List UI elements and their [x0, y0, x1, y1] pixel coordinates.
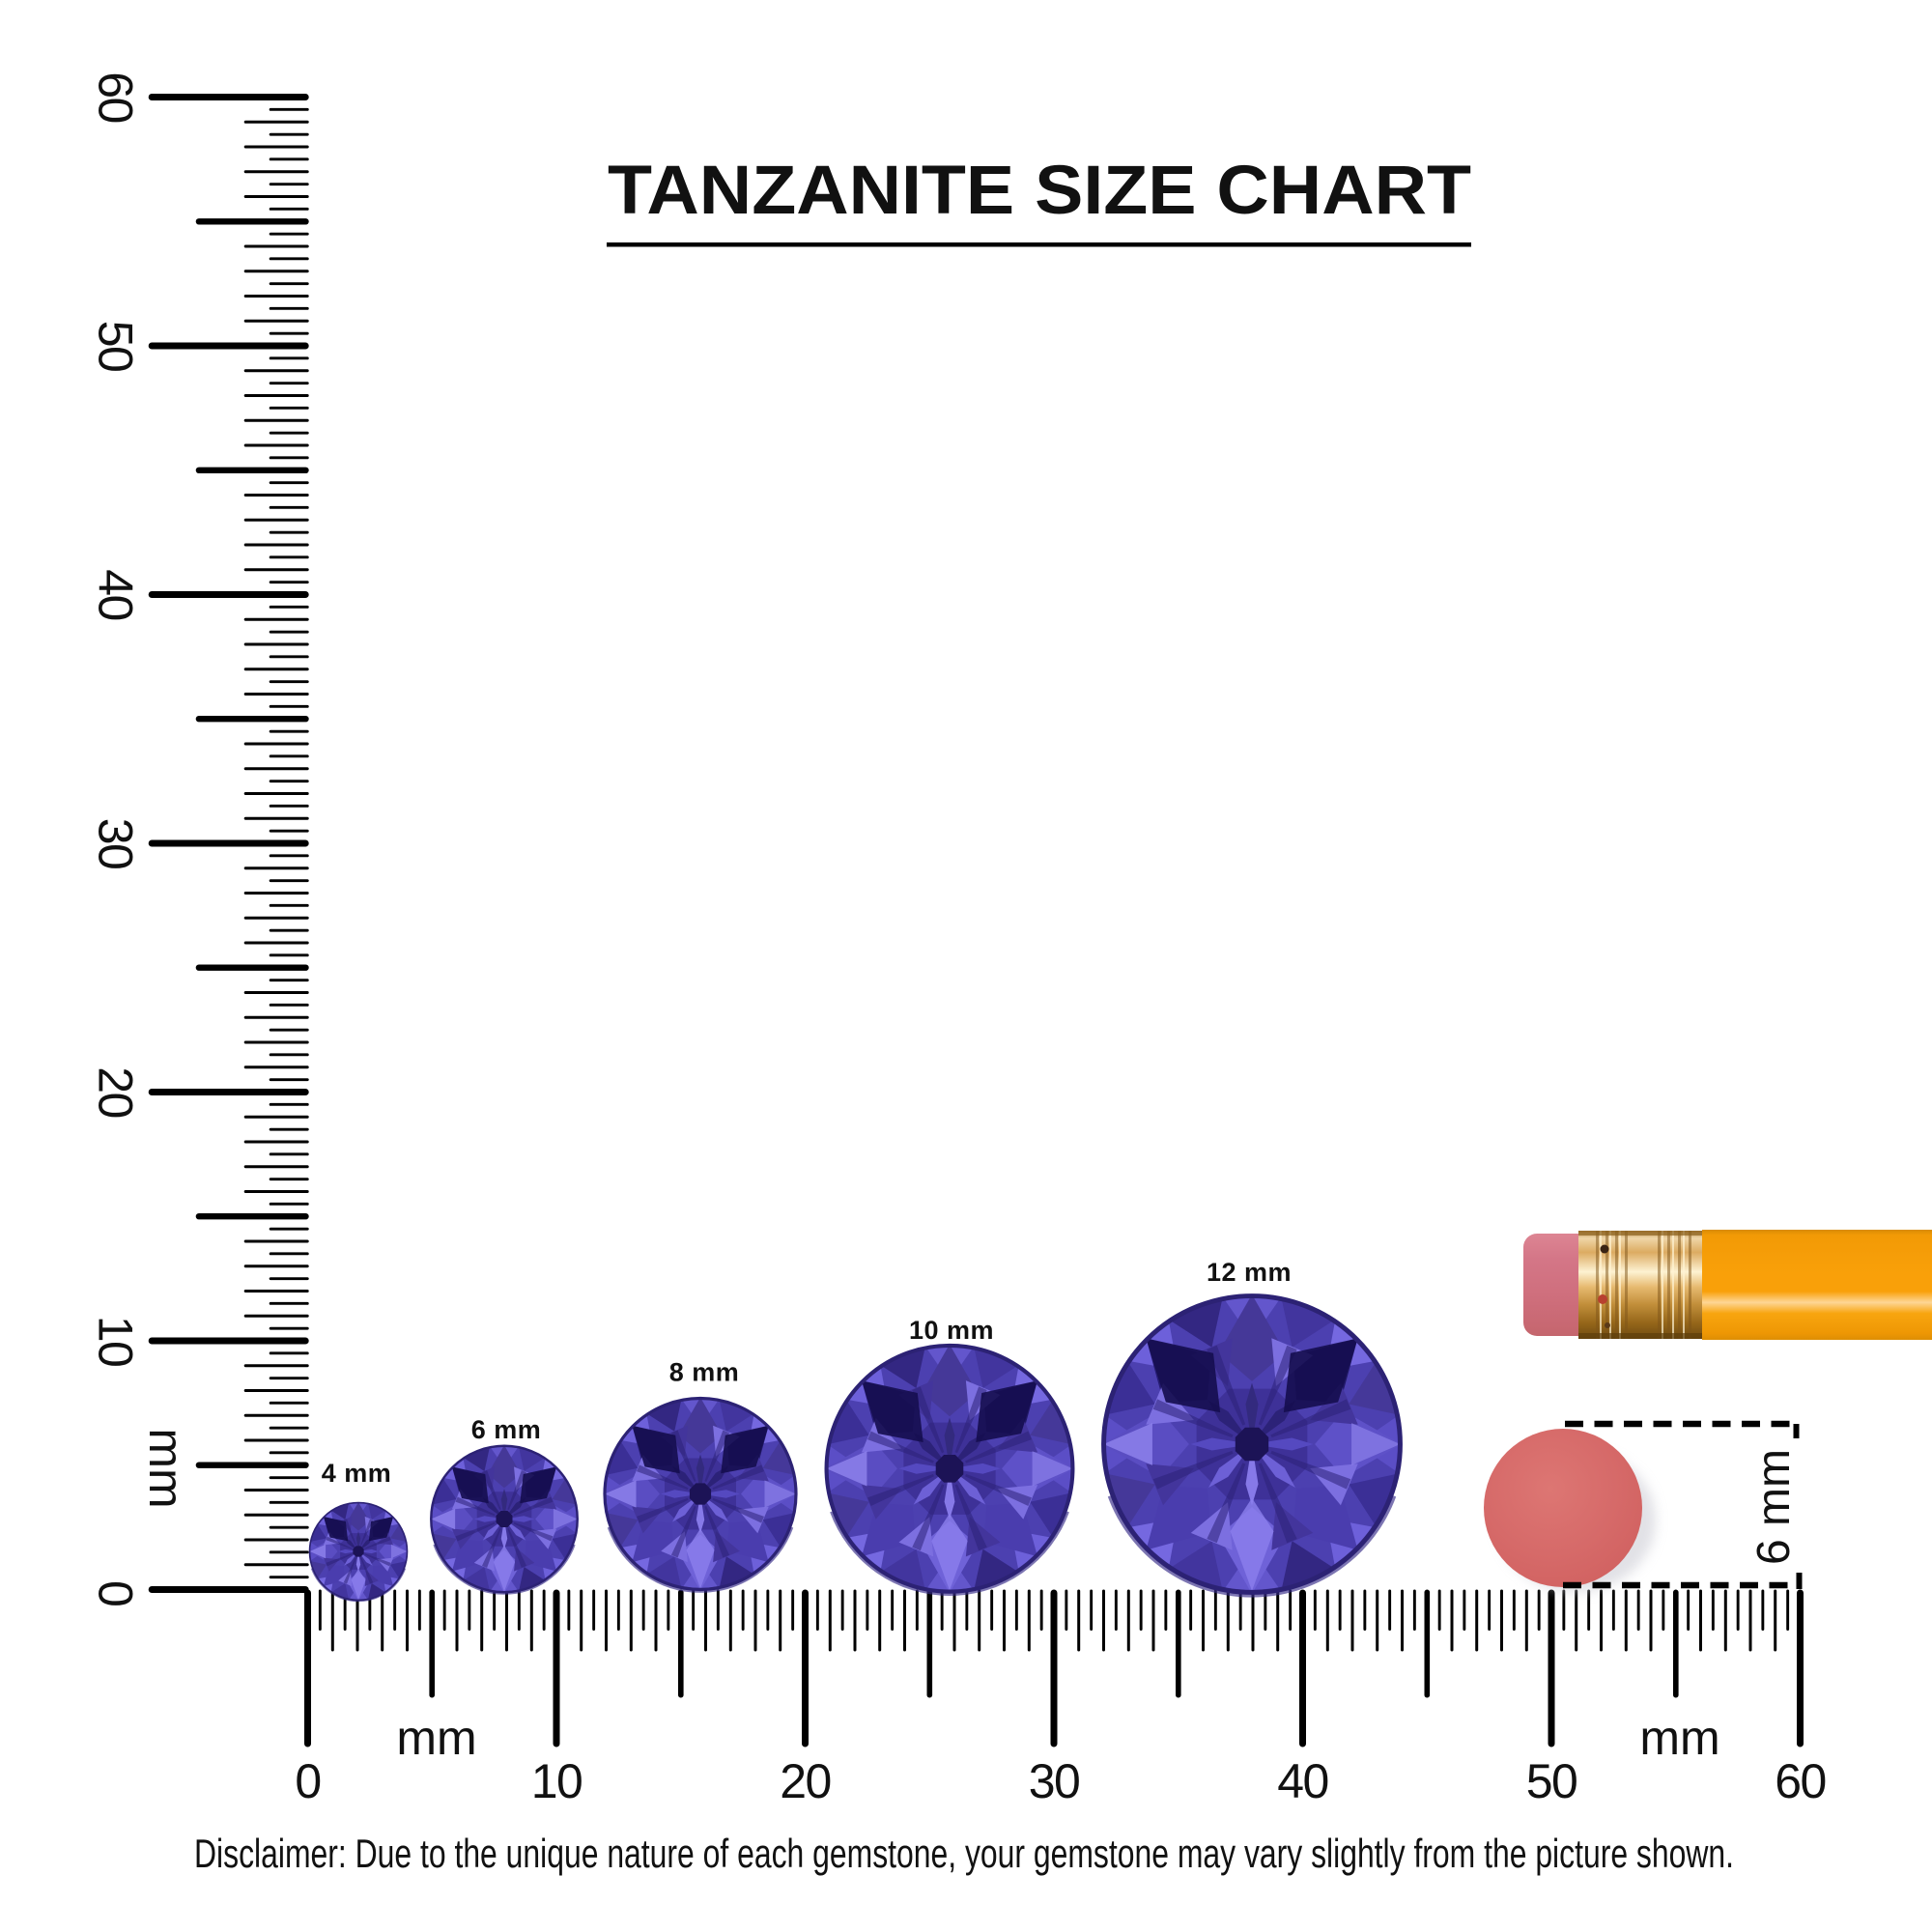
svg-text:8 mm: 8 mm: [669, 1358, 740, 1387]
svg-text:60: 60: [1775, 1754, 1826, 1808]
svg-text:mm: mm: [139, 1428, 193, 1508]
svg-text:60: 60: [89, 71, 143, 123]
svg-text:10: 10: [89, 1316, 143, 1367]
svg-text:10: 10: [531, 1754, 582, 1808]
svg-text:40: 40: [89, 569, 143, 620]
svg-text:20: 20: [89, 1066, 143, 1118]
svg-text:mm: mm: [1639, 1711, 1719, 1765]
svg-text:12 mm: 12 mm: [1207, 1258, 1292, 1287]
svg-text:Disclaimer: Due to the unique: Disclaimer: Due to the unique nature of …: [194, 1831, 1734, 1876]
svg-text:6 mm: 6 mm: [471, 1415, 542, 1444]
svg-text:30: 30: [1029, 1754, 1080, 1808]
svg-text:40: 40: [1277, 1754, 1328, 1808]
svg-text:50: 50: [89, 321, 143, 372]
svg-text:TANZANITE SIZE CHART: TANZANITE SIZE CHART: [608, 153, 1471, 229]
svg-text:20: 20: [780, 1754, 831, 1808]
svg-text:0: 0: [295, 1754, 320, 1808]
svg-text:mm: mm: [396, 1711, 476, 1765]
svg-text:4 mm: 4 mm: [322, 1459, 392, 1488]
svg-text:6 mm: 6 mm: [1748, 1449, 1800, 1565]
svg-text:50: 50: [1526, 1754, 1577, 1808]
svg-text:30: 30: [89, 818, 143, 869]
svg-text:10 mm: 10 mm: [909, 1316, 994, 1345]
svg-text:0: 0: [89, 1580, 143, 1605]
